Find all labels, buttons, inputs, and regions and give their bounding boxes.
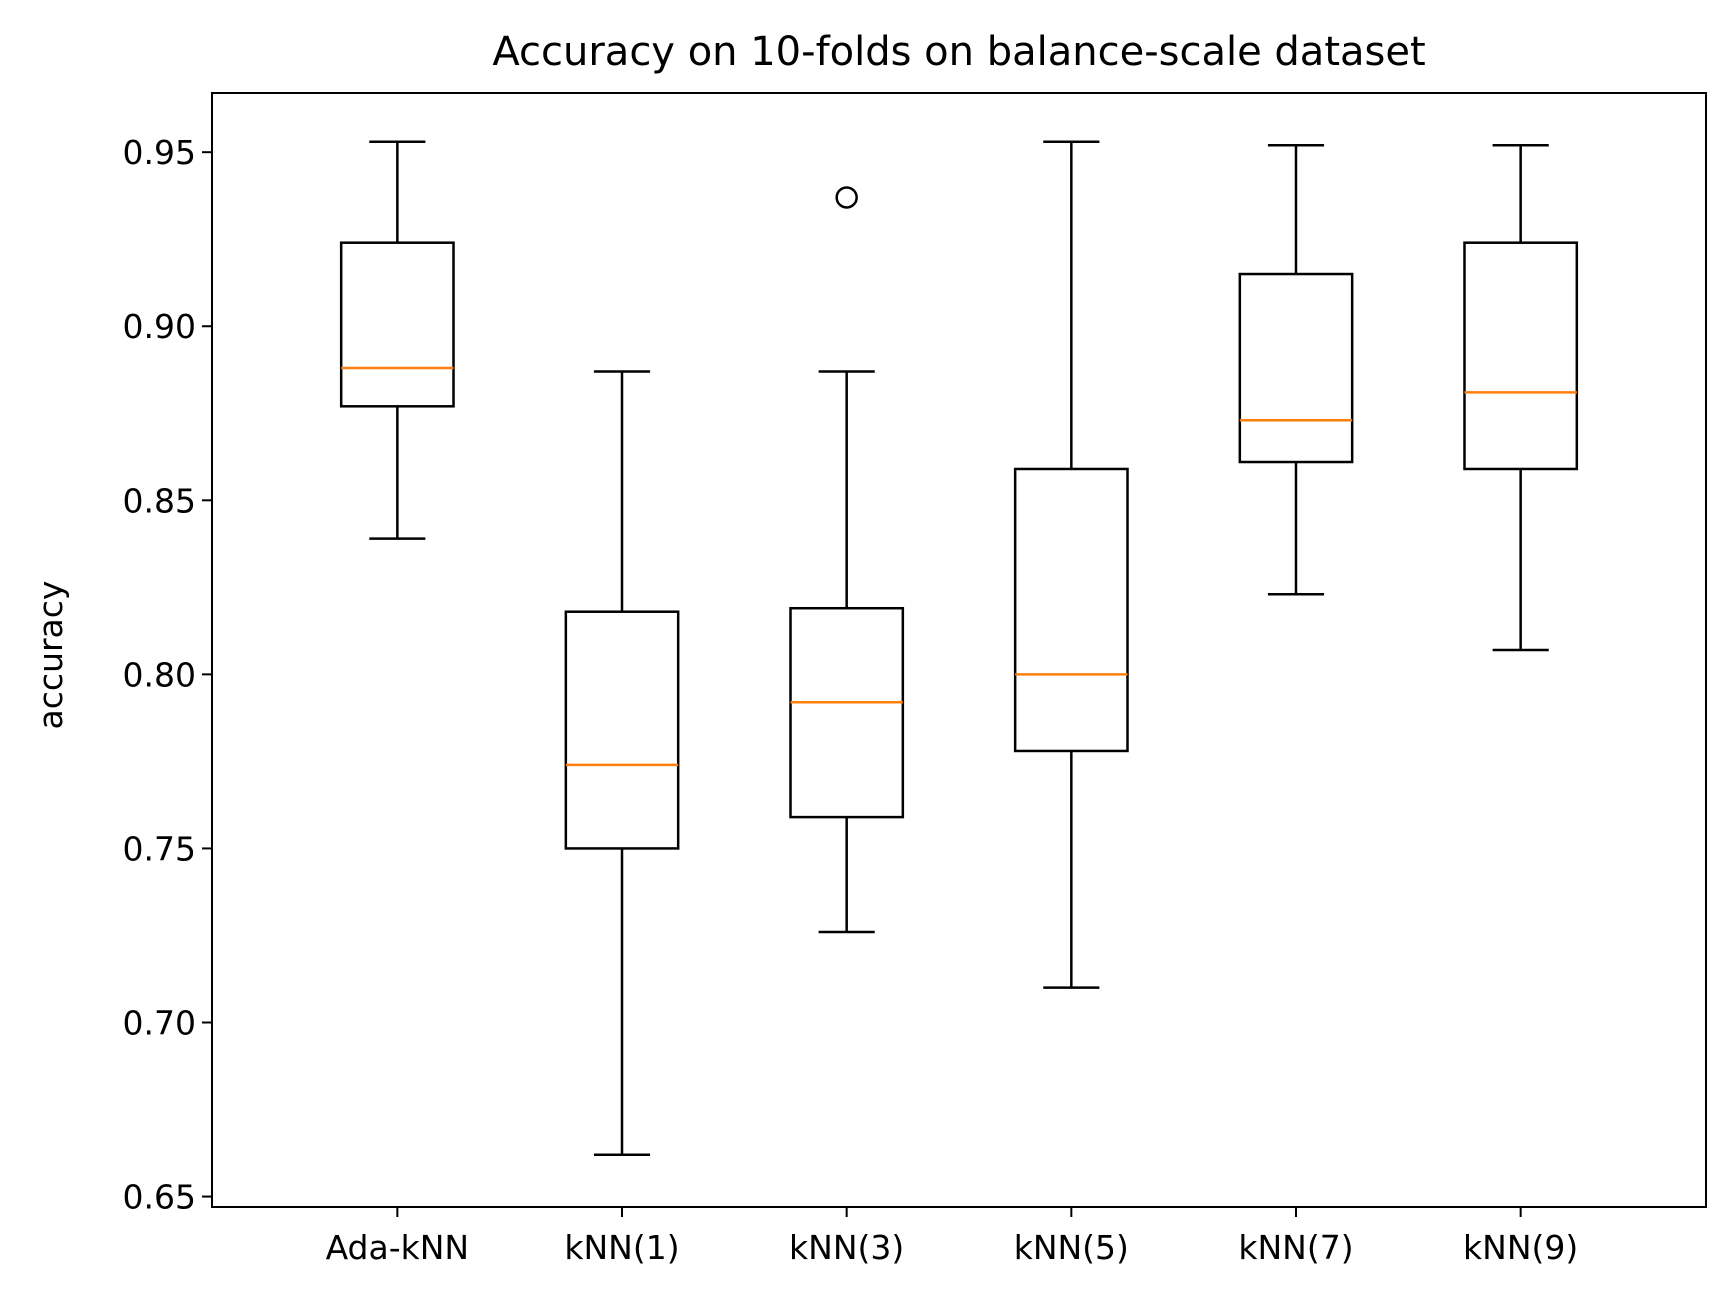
box (1238, 272, 1354, 464)
x-tick-label: kNN(7) (1238, 1228, 1353, 1267)
box-group (789, 186, 905, 934)
x-tick-label: kNN(1) (564, 1228, 679, 1267)
box-group (339, 140, 455, 540)
box-group (564, 370, 680, 1157)
box-group (1238, 143, 1354, 596)
box (1013, 467, 1129, 753)
y-tick-label: 0.85 (123, 481, 196, 520)
y-tick-label: 0.65 (123, 1178, 196, 1217)
y-tick-label: 0.70 (123, 1003, 196, 1042)
outlier-point (835, 186, 858, 209)
x-axis-ticks: Ada-kNN kNN(1) kNN(3) kNN(5) kNN(7) kNN(9) (326, 1207, 1578, 1267)
chart-title: Accuracy on 10-folds on balance-scale da… (492, 29, 1425, 75)
y-tick-label: 0.80 (123, 655, 196, 694)
y-tick-label: 0.95 (123, 133, 196, 172)
box (789, 606, 905, 819)
plot-marks (339, 140, 1579, 1157)
box (564, 610, 680, 850)
x-tick-label: Ada-kNN (326, 1228, 470, 1267)
y-tick-label: 0.90 (123, 307, 196, 346)
plot-frame (211, 92, 1707, 1208)
box (339, 241, 455, 408)
x-tick-label: kNN(9) (1463, 1228, 1578, 1267)
box (1463, 241, 1579, 471)
y-tick-label: 0.75 (123, 829, 196, 868)
y-axis-label: accuracy (31, 581, 70, 730)
y-axis-ticks: 0.65 0.70 0.75 0.80 0.85 0.90 0.95 (123, 133, 212, 1217)
box-group (1013, 140, 1129, 989)
x-tick-label: kNN(5) (1014, 1228, 1129, 1267)
x-tick-label: kNN(3) (789, 1228, 904, 1267)
box-group (1463, 143, 1579, 652)
